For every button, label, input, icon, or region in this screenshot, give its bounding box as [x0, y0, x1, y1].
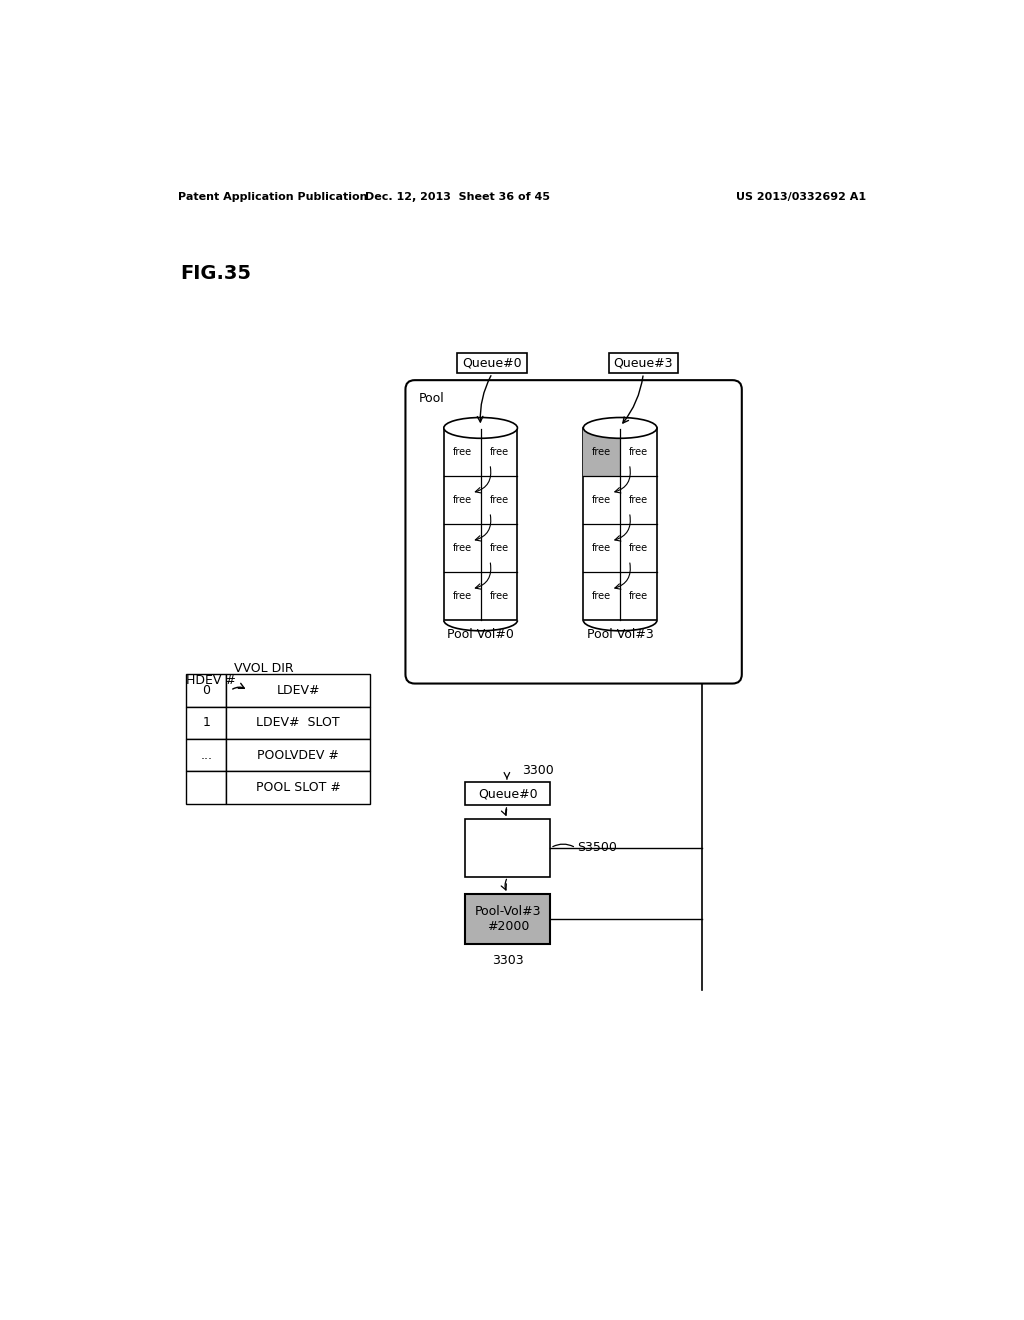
- Bar: [458, 354, 527, 374]
- Text: 0: 0: [203, 684, 210, 697]
- Text: 3300: 3300: [521, 764, 553, 777]
- Text: 1: 1: [203, 717, 210, 730]
- Bar: [186, 739, 226, 771]
- Text: S3500: S3500: [578, 841, 617, 854]
- Bar: [186, 675, 226, 706]
- Text: Pool: Pool: [419, 392, 444, 405]
- Text: 3303: 3303: [492, 954, 523, 968]
- Bar: [226, 739, 370, 771]
- Text: US 2013/0332692 A1: US 2013/0332692 A1: [736, 191, 866, 202]
- Bar: [465, 894, 550, 944]
- Text: free: free: [453, 447, 472, 457]
- Text: free: free: [629, 447, 648, 457]
- Text: Pool Vol#0: Pool Vol#0: [447, 628, 514, 640]
- Bar: [608, 354, 678, 374]
- Text: free: free: [453, 544, 472, 553]
- Bar: [465, 818, 550, 876]
- Bar: [226, 706, 370, 739]
- Bar: [465, 781, 550, 805]
- Text: free: free: [489, 447, 509, 457]
- Text: Queue#0: Queue#0: [478, 787, 538, 800]
- Text: LDEV#: LDEV#: [276, 684, 319, 697]
- Text: Pool-Vol#3
#2000: Pool-Vol#3 #2000: [474, 904, 541, 933]
- Text: free: free: [592, 544, 611, 553]
- Text: free: free: [629, 495, 648, 506]
- Bar: [443, 428, 517, 620]
- Text: Patent Application Publication: Patent Application Publication: [178, 191, 368, 202]
- FancyBboxPatch shape: [406, 380, 741, 684]
- Text: HDEV #: HDEV #: [186, 675, 236, 686]
- Bar: [584, 428, 621, 477]
- Ellipse shape: [584, 417, 657, 438]
- Text: POOL SLOT #: POOL SLOT #: [256, 781, 341, 795]
- Text: Queue#0: Queue#0: [463, 356, 522, 370]
- Text: free: free: [453, 591, 472, 602]
- Bar: [584, 428, 657, 620]
- Text: LDEV#  SLOT: LDEV# SLOT: [256, 717, 340, 730]
- Bar: [226, 675, 370, 706]
- Text: ...: ...: [201, 748, 212, 762]
- Text: free: free: [489, 495, 509, 506]
- Bar: [186, 706, 226, 739]
- Text: free: free: [489, 591, 509, 602]
- Bar: [186, 771, 226, 804]
- Text: VVOL DIR: VVOL DIR: [234, 661, 294, 675]
- Text: FIG.35: FIG.35: [180, 264, 252, 284]
- Text: free: free: [629, 544, 648, 553]
- Text: free: free: [453, 495, 472, 506]
- Text: free: free: [592, 447, 611, 457]
- Text: free: free: [489, 544, 509, 553]
- Text: Dec. 12, 2013  Sheet 36 of 45: Dec. 12, 2013 Sheet 36 of 45: [365, 191, 550, 202]
- Text: free: free: [592, 495, 611, 506]
- Text: free: free: [629, 591, 648, 602]
- Text: free: free: [592, 591, 611, 602]
- Text: Queue#3: Queue#3: [613, 356, 673, 370]
- Ellipse shape: [443, 417, 517, 438]
- Bar: [226, 771, 370, 804]
- Text: Pool Vol#3: Pool Vol#3: [587, 628, 653, 640]
- Text: POOLVDEV #: POOLVDEV #: [257, 748, 339, 762]
